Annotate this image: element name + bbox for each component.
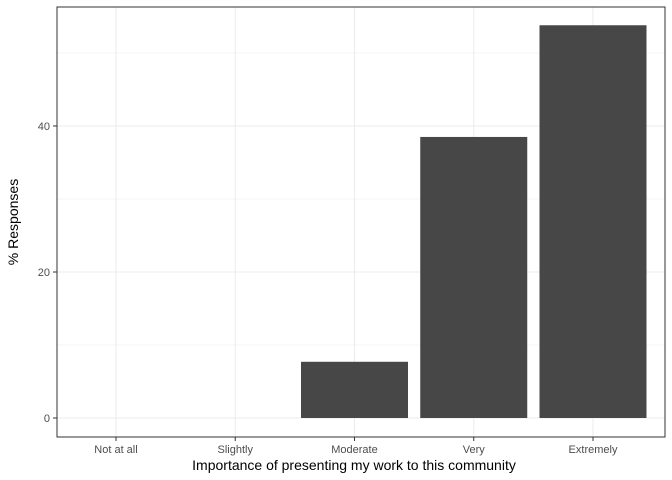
y-axis-title: % Responses <box>5 179 21 265</box>
y-axis: 0 20 40 <box>38 121 57 425</box>
bar-moderate <box>301 361 408 418</box>
x-tick-label: Moderate <box>331 444 377 456</box>
x-tick-label: Not at all <box>94 444 137 456</box>
panel-border <box>56 6 666 438</box>
y-tick-label: 20 <box>38 267 50 279</box>
x-tick-label: Very <box>463 444 486 456</box>
x-tick-label: Extremely <box>569 444 618 456</box>
y-tick-label: 40 <box>38 121 50 133</box>
bar-extremely <box>539 25 647 418</box>
bar-very <box>420 136 528 418</box>
bars <box>301 25 647 418</box>
x-tick-label: Slightly <box>218 444 254 456</box>
x-axis: Not at all Slightly Moderate Very Extremely <box>94 437 618 456</box>
y-tick-label: 0 <box>44 413 50 425</box>
x-axis-title: Importance of presenting my work to this… <box>192 457 516 473</box>
